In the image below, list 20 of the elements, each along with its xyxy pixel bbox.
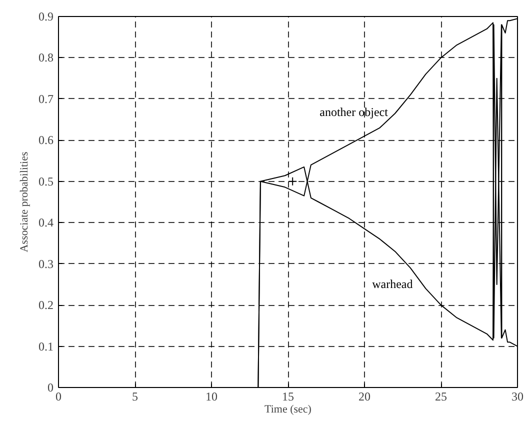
y-tick-label: 0.7 — [38, 92, 54, 106]
x-tick-label: 20 — [358, 390, 370, 404]
x-tick-label: 10 — [206, 390, 218, 404]
y-tick-label: 0.5 — [38, 174, 54, 188]
y-tick-label: 0.3 — [38, 256, 54, 271]
series-label: warhead — [372, 276, 413, 291]
y-tick-label: 0.8 — [38, 50, 54, 65]
y-axis-title: Associate probabilities — [18, 152, 30, 252]
y-tick-label: 0.4 — [38, 216, 54, 230]
y-tick-label: 0.9 — [38, 10, 54, 24]
x-tick-label: 5 — [132, 390, 138, 404]
y-tick-label: 0.6 — [38, 133, 54, 148]
series-label: another object — [320, 104, 389, 119]
x-tick-label: 30 — [512, 390, 524, 404]
x-axis-title: Time (sec) — [264, 404, 312, 416]
y-tick-label: 0.2 — [38, 298, 54, 312]
x-tick-label: 15 — [282, 390, 294, 404]
x-tick-label: 25 — [435, 390, 447, 404]
y-tick-label: 0 — [48, 380, 54, 394]
y-tick-label: 0.1 — [38, 339, 54, 354]
